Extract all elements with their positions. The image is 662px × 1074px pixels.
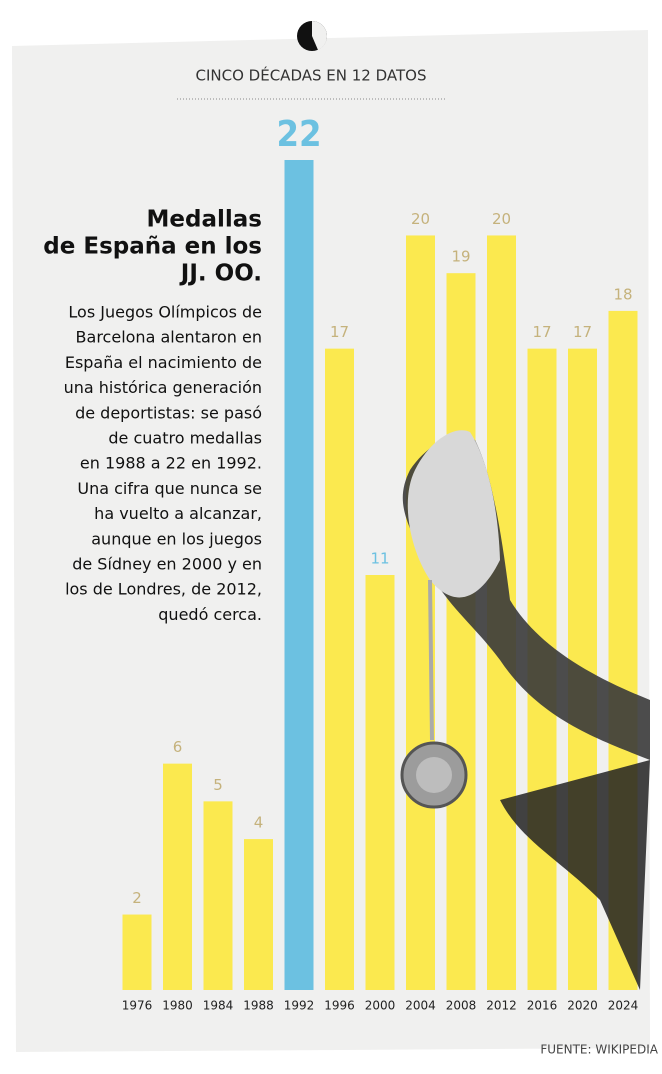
value-label: 20	[492, 210, 511, 228]
source: FUENTE: WIKIPEDIA	[540, 1043, 658, 1057]
bar	[284, 160, 314, 990]
x-tick-label: 2008	[446, 999, 477, 1013]
value-label: 11	[370, 550, 389, 568]
body-line: España el nacimiento de	[65, 353, 262, 372]
body-line: aunque en los juegos	[91, 529, 262, 548]
kicker: CINCO DÉCADAS EN 12 DATOS	[196, 66, 427, 85]
value-label: 17	[532, 323, 551, 341]
bar	[163, 763, 192, 990]
x-tick-label: 1992	[284, 999, 315, 1013]
x-tick-label: 1988	[243, 999, 274, 1013]
body-line: los de Londres, de 2012,	[65, 580, 262, 599]
value-labels: 2 6 5 4 22 17 11 20 19 20 17 17 18	[132, 114, 632, 907]
bar	[203, 801, 233, 990]
body-line: de deportistas: se pasó	[75, 403, 262, 422]
value-label: 2	[132, 889, 142, 907]
body-line: una histórica generación	[64, 378, 262, 397]
value-label: 6	[173, 738, 183, 756]
title-line: Medallas	[147, 207, 262, 233]
body-line: Barcelona alentaron en	[76, 328, 262, 347]
x-tick-label: 2020	[567, 999, 598, 1013]
value-label: 5	[213, 776, 223, 794]
x-tick-label: 1980	[162, 999, 193, 1013]
x-tick-label: 2012	[486, 999, 517, 1013]
x-tick-label: 2004	[405, 999, 436, 1013]
body-line: Los Juegos Olímpicos de	[68, 303, 262, 322]
body-text: Los Juegos Olímpicos de Barcelona alentar…	[64, 303, 262, 624]
value-label: 17	[330, 323, 349, 341]
value-label: 19	[451, 248, 470, 266]
body-line: de cuatro medallas	[108, 429, 262, 448]
title-line: de España en los	[43, 234, 262, 260]
value-label: 22	[276, 114, 321, 155]
bar	[446, 273, 476, 990]
bar	[244, 839, 273, 990]
body-line: quedó cerca.	[158, 605, 262, 624]
body-line: en 1988 a 22 en 1992.	[80, 454, 262, 473]
x-tick-label: 2024	[608, 999, 639, 1013]
value-label: 17	[573, 323, 592, 341]
body-line: Una cifra que nunca se	[77, 479, 262, 498]
x-tick-label: 1984	[203, 999, 234, 1013]
body-line: de Sídney en 2000 y en	[72, 555, 262, 574]
x-tick-label: 1996	[324, 999, 355, 1013]
logo-icon	[297, 21, 328, 51]
x-tick-label: 1976	[122, 999, 153, 1013]
hand-illustration	[400, 430, 650, 990]
bar	[325, 348, 354, 990]
bar	[122, 914, 152, 990]
x-tick-label: 2000	[365, 999, 396, 1013]
value-label: 4	[254, 814, 264, 832]
value-label: 18	[613, 285, 632, 303]
bar	[365, 575, 395, 990]
title-line: JJ. OO.	[179, 261, 262, 287]
body-line: ha vuelto a alcanzar,	[94, 504, 262, 523]
x-tick-label: 2016	[527, 999, 558, 1013]
value-label: 20	[411, 210, 430, 228]
